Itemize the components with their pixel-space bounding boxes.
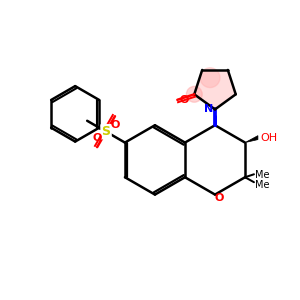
Polygon shape: [194, 70, 236, 110]
Text: O: O: [92, 133, 102, 143]
Circle shape: [186, 86, 202, 102]
Text: O: O: [110, 120, 120, 130]
Text: OH: OH: [260, 133, 277, 142]
Text: O: O: [214, 193, 224, 202]
Text: Me: Me: [255, 170, 269, 180]
Text: Me: Me: [255, 180, 269, 190]
Text: O: O: [179, 95, 189, 105]
Polygon shape: [245, 136, 258, 142]
Text: S: S: [101, 125, 110, 138]
Text: N: N: [204, 104, 214, 114]
Circle shape: [200, 68, 220, 88]
